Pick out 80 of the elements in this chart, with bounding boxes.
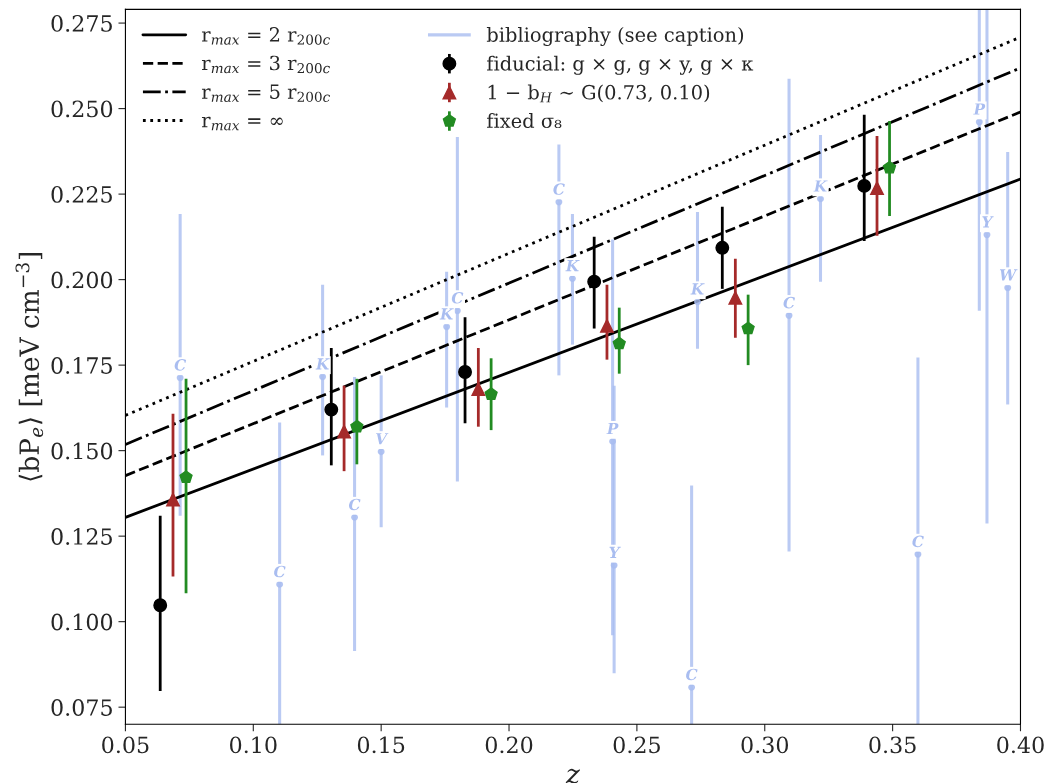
annotation: Y [982,216,994,228]
x-tick-label: 0.40 [997,736,1044,754]
point [817,195,824,203]
point [728,290,743,305]
annotation: Y [609,546,621,558]
legend-label: fixed σ₈ [487,113,562,129]
y-tick-label: 0.075 [51,699,112,716]
annotation: C [174,359,187,371]
x-tick-label: 0.35 [869,736,916,754]
x-tick-label: 0.05 [102,736,149,754]
annotation: V [376,433,389,445]
point [166,492,180,507]
point [694,298,701,306]
point [914,550,922,558]
annotation: C [348,498,361,511]
point [587,274,602,289]
annotation: C [274,565,286,578]
y-tick-label: 0.200 [51,271,113,289]
legend-label: bibliography (see caption) [486,26,744,46]
annotation: P [606,422,619,435]
point [319,373,327,381]
x-tick-label: 0.15 [357,736,405,754]
point [882,160,897,174]
x-tick-label: 0.20 [485,736,533,754]
point [179,470,193,484]
point [153,598,168,613]
legend-label: fiducial: g × g, g × y, g × κ [487,55,754,75]
point [975,118,983,126]
legend-label: r$_{max}$ = 2 r$_{200c}$ [201,27,330,45]
x-axis-title: z [565,768,581,783]
point [377,448,385,456]
annotation: K [565,260,580,272]
y-tick-label: 0.150 [51,442,113,460]
point [568,275,576,283]
point [337,424,352,439]
annotation: C [912,535,924,548]
x-tick-label: 0.10 [230,736,277,754]
legend-label: r$_{max}$ = 3 r$_{200c}$ [201,55,330,74]
annotation: W [999,269,1018,281]
point [983,231,991,239]
annotation: K [813,180,828,192]
point [555,198,563,206]
y-tick-label: 0.250 [51,100,113,118]
annotation: C [686,668,698,681]
y-tick-label: 0.175 [51,357,112,374]
x-tick-label: 0.30 [741,736,789,754]
point [857,178,872,193]
y-tick-label: 0.100 [51,613,113,631]
legend-label: r$_{max}$ = ∞ [201,116,283,131]
annotation: K [690,283,705,295]
y-tick-label: 0.225 [51,186,112,203]
point [443,323,451,331]
point [458,365,472,379]
y-axis-title: ⟨bP$_{e}$⟩ [meV cm$^{−3}$] [15,253,44,481]
annotation: C [783,296,795,309]
point [484,387,498,400]
point [870,180,884,195]
point [741,321,755,335]
point [350,419,364,433]
point [600,318,614,333]
point [176,374,184,382]
annotation: K [315,358,330,370]
x-tick-label: 0.25 [613,736,660,754]
annotation: P [973,103,986,115]
point [1004,284,1012,292]
point [715,240,730,255]
legend-label: r$_{max}$ = 5 r$_{200c}$ [201,84,330,102]
point [276,580,284,588]
point [612,336,626,350]
point [688,683,696,691]
legend-label: 1 − b$_{H}$ ∼ G(0.73, 0.10) [488,84,710,103]
y-tick-label: 0.275 [51,15,112,32]
point [324,402,339,417]
point [351,513,359,521]
annotation: C [553,183,565,195]
point [785,312,793,320]
annotation: K [439,308,454,320]
annotation: C [451,292,464,304]
point [471,382,486,397]
y-tick-label: 0.125 [51,528,112,545]
